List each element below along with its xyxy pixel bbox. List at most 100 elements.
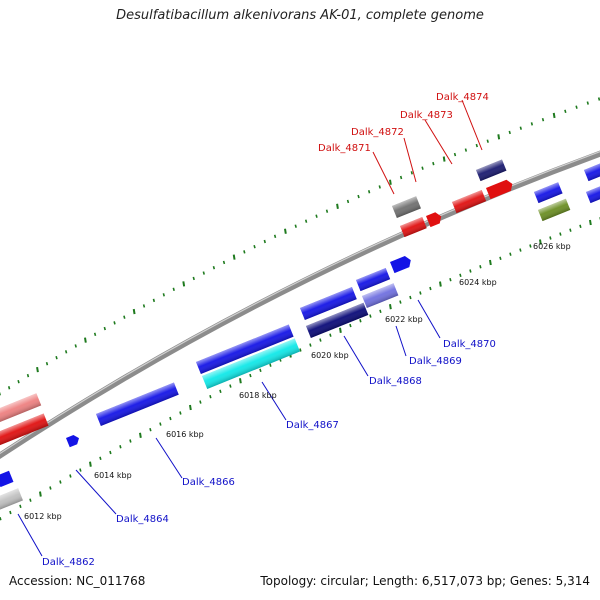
gene-label-dalk-4870[interactable]: Dalk_4870 (443, 339, 496, 350)
tick-mark (84, 337, 87, 343)
tick-mark (539, 239, 542, 245)
tick-mark (123, 315, 126, 319)
tick-mark (169, 416, 172, 421)
tick-mark (113, 321, 116, 325)
tick-mark (269, 363, 272, 367)
tick-mark (209, 394, 212, 399)
genome-summary: Topology: circular; Length: 6,517,073 bp… (260, 574, 590, 588)
tick-mark (519, 248, 522, 252)
tick-mark (479, 265, 482, 269)
tick-mark (379, 309, 382, 314)
gene-label-dalk-4862[interactable]: Dalk_4862 (42, 557, 95, 568)
tick-mark (49, 486, 52, 490)
gene-small-arrow[interactable] (66, 434, 81, 448)
tick-mark (346, 199, 350, 204)
gene-dalk-4872b[interactable] (426, 211, 443, 228)
gene-label-dalk-4869[interactable]: Dalk_4869 (409, 356, 462, 367)
tick-mark (421, 166, 424, 170)
tick-mark (339, 327, 342, 333)
gene-dalk-4870-fwd[interactable] (390, 255, 413, 274)
tick-mark (410, 171, 413, 175)
tick-mark (419, 291, 422, 295)
tick-mark (359, 319, 362, 323)
genome-backbone (0, 150, 600, 460)
gene-label-dalk-4874[interactable]: Dalk_4874 (436, 92, 489, 103)
gene-dalk-4861[interactable] (0, 393, 42, 425)
gene-dalk-4869[interactable] (362, 283, 399, 309)
gene-dalk-4867-fwd[interactable] (196, 324, 294, 375)
gene-dalk-4878[interactable] (538, 198, 571, 222)
gene-label-dalk-4872[interactable]: Dalk_4872 (351, 127, 404, 138)
gene-dalk-4877[interactable] (586, 180, 600, 204)
tick-mark (499, 256, 502, 261)
tick-mark (486, 139, 489, 143)
tick-mark (39, 491, 42, 497)
kbp-6020: 6020 kbp (311, 351, 349, 360)
tick-mark (509, 252, 512, 256)
kbp-6022: 6022 kbp (385, 315, 423, 324)
tick-mark (139, 432, 142, 438)
tick-mark (449, 277, 452, 282)
tick-mark (315, 214, 318, 218)
tick-mark (79, 468, 82, 472)
gene-dalk-4873b[interactable] (486, 178, 515, 200)
tick-mark (103, 326, 106, 331)
tick-mark (64, 350, 68, 354)
tick-mark (429, 286, 432, 291)
tick-mark (589, 219, 592, 226)
gene-dalk-4868-fwd[interactable] (300, 287, 357, 321)
tick-mark (459, 273, 462, 278)
tick-mark (93, 332, 97, 337)
gene-dalk-4872[interactable] (400, 217, 427, 238)
gene-features (0, 158, 600, 511)
tick-mark (559, 232, 562, 236)
tick-mark (17, 379, 20, 384)
tick-mark (329, 333, 332, 337)
tick-mark (552, 112, 556, 119)
kbp-6026: 6026 kbp (533, 242, 571, 251)
tick-mark (172, 287, 175, 292)
tick-mark (389, 304, 392, 310)
gene-labels: Dalk_4871 Dalk_4872 Dalk_4873 Dalk_4874 … (42, 92, 496, 568)
tick-mark (294, 224, 297, 228)
gene-dalk-4862-fwd[interactable] (0, 413, 49, 449)
gene-label-dalk-4866[interactable]: Dalk_4866 (182, 477, 235, 488)
gene-dalk-4871[interactable] (392, 196, 421, 219)
kbp-6018: 6018 kbp (239, 391, 277, 400)
tick-mark (109, 450, 112, 455)
gene-dalk-4873[interactable] (452, 190, 487, 214)
gene-leader-lines (17, 99, 483, 557)
tick-mark (586, 101, 589, 105)
gene-dalk-4865[interactable] (96, 382, 179, 427)
tick-mark (59, 480, 62, 484)
tick-mark (497, 134, 501, 140)
tick-mark (564, 109, 567, 113)
tick-mark (367, 190, 371, 194)
gene-dalk-4875[interactable] (534, 182, 563, 204)
tick-mark (284, 228, 287, 234)
tick-mark (19, 504, 22, 509)
gene-label-dalk-4871[interactable]: Dalk_4871 (318, 143, 371, 154)
gene-label-dalk-4864[interactable]: Dalk_4864 (116, 514, 169, 525)
outer-tick-ring (0, 97, 600, 396)
tick-mark (142, 304, 146, 308)
gene-label-dalk-4868[interactable]: Dalk_4868 (369, 376, 422, 387)
gene-dalk-4874[interactable] (476, 159, 507, 182)
gene-label-dalk-4867[interactable]: Dalk_4867 (286, 420, 339, 431)
gene-dalk-4869-fwd[interactable] (356, 268, 391, 292)
tick-mark (442, 156, 446, 162)
tick-mark (508, 130, 511, 135)
tick-mark (36, 366, 39, 373)
kbp-6014: 6014 kbp (94, 471, 132, 480)
tick-mark (357, 194, 360, 199)
tick-mark (349, 323, 352, 328)
gene-dalk-4867[interactable] (202, 338, 300, 389)
tick-mark (489, 259, 492, 266)
gene-dalk-4863[interactable] (0, 488, 23, 511)
tick-mark (409, 295, 412, 300)
gene-dalk-4876[interactable] (584, 158, 600, 182)
gene-dalk-4862-rev[interactable] (0, 470, 14, 488)
gene-dalk-4868[interactable] (306, 302, 369, 339)
gene-label-dalk-4873[interactable]: Dalk_4873 (400, 110, 453, 121)
tick-mark (249, 373, 252, 378)
